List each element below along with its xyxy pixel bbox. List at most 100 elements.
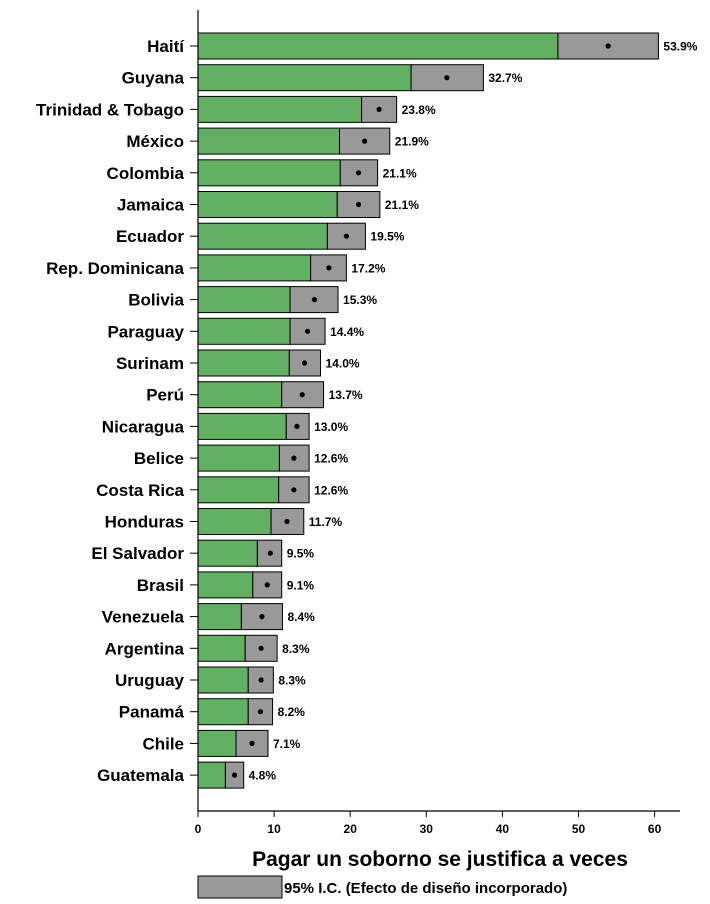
data-label: 32.7%	[488, 71, 522, 85]
data-label: 4.8%	[249, 769, 277, 783]
data-label: 8.3%	[278, 674, 306, 688]
data-label: 17.2%	[351, 261, 385, 275]
data-label: 11.7%	[309, 515, 343, 529]
bar	[197, 64, 412, 92]
category-label: Belice	[134, 449, 184, 468]
bar	[197, 317, 291, 345]
bar	[197, 698, 249, 726]
data-label: 12.6%	[314, 483, 348, 497]
category-label: Uruguay	[115, 671, 185, 690]
data-label: 8.2%	[278, 705, 306, 719]
bar	[197, 412, 287, 440]
bar	[197, 127, 341, 155]
data-label: 21.1%	[385, 198, 419, 212]
category-label: Chile	[142, 734, 184, 753]
category-label: Paraguay	[107, 322, 184, 341]
point-estimate	[301, 360, 308, 366]
legend: 95% I.C. (Efecto de diseño incorporado)	[197, 875, 567, 899]
point-estimate	[231, 772, 238, 778]
bar	[197, 191, 338, 218]
x-tick-label: 40	[496, 822, 510, 836]
point-estimate	[249, 740, 255, 747]
x-axis-title: Pagar un soborno se justifica a veces	[252, 848, 628, 871]
bar	[197, 159, 341, 187]
bar	[197, 444, 280, 472]
point-estimate	[291, 487, 297, 493]
category-label: Nicaragua	[102, 417, 185, 436]
labels-layer: 53.9% Haití 32.7% Guyana 23.8% Trinidad & Tob…	[36, 37, 698, 785]
bar	[197, 571, 254, 599]
bar	[197, 634, 246, 662]
axis-layer: 0 10 20 30 40 50 60	[190, 10, 680, 836]
category-label: Rep. Dominicana	[46, 259, 184, 278]
data-label: 23.8%	[402, 103, 436, 117]
bar	[197, 32, 559, 60]
bar	[197, 254, 312, 282]
category-label: Bolivia	[128, 291, 184, 310]
bar	[197, 95, 363, 123]
ci-box	[278, 444, 310, 472]
point-estimate	[294, 423, 300, 429]
legend-swatch	[197, 875, 283, 899]
ci-box	[289, 286, 339, 314]
bar	[197, 761, 226, 789]
category-label: El Salvador	[91, 544, 184, 563]
data-label: 9.5%	[287, 547, 315, 561]
data-label: 14.0%	[326, 357, 360, 371]
point-estimate	[299, 392, 305, 398]
point-estimate	[355, 201, 362, 208]
x-tick-label: 60	[648, 822, 662, 836]
data-label: 7.1%	[273, 737, 301, 751]
point-estimate	[291, 455, 297, 461]
point-estimate	[326, 265, 332, 271]
data-label: 8.3%	[282, 642, 310, 656]
x-tick-label: 0	[195, 822, 202, 836]
data-label: 13.0%	[314, 420, 348, 434]
bar	[197, 539, 258, 567]
point-estimate	[258, 677, 264, 683]
point-estimate	[259, 614, 265, 620]
data-label: 12.6%	[314, 452, 348, 466]
category-label: Panamá	[119, 703, 185, 722]
category-label: Surinam	[116, 354, 184, 373]
bar	[197, 222, 328, 250]
point-estimate	[284, 518, 290, 525]
bar	[197, 381, 283, 409]
x-tick-label: 30	[420, 822, 434, 836]
bar	[197, 729, 237, 757]
point-estimate	[258, 645, 264, 651]
category-label: Costa Rica	[96, 481, 184, 500]
data-label: 53.9%	[663, 40, 697, 54]
data-label: 21.9%	[395, 135, 429, 149]
category-label: Guyana	[122, 69, 185, 88]
bar	[197, 476, 280, 504]
category-label: Argentina	[105, 639, 185, 658]
point-estimate	[257, 709, 264, 715]
category-label: Venezuela	[102, 608, 185, 627]
category-label: Honduras	[105, 513, 184, 532]
bar	[197, 603, 242, 631]
data-label: 19.5%	[370, 230, 404, 244]
category-label: Perú	[146, 386, 184, 405]
point-estimate	[267, 550, 273, 556]
data-label: 13.7%	[329, 388, 363, 402]
data-label: 9.1%	[287, 578, 315, 592]
point-estimate	[605, 43, 611, 49]
category-label: Guatemala	[97, 766, 184, 785]
category-label: Trinidad & Tobago	[36, 100, 184, 119]
bar	[197, 349, 290, 377]
bar	[197, 666, 249, 694]
category-label: México	[126, 132, 184, 151]
bar	[197, 286, 291, 314]
bar	[197, 508, 272, 535]
point-estimate	[362, 138, 368, 144]
point-estimate	[444, 75, 450, 81]
point-estimate	[264, 582, 270, 588]
point-estimate	[343, 233, 349, 239]
x-tick-label: 20	[344, 822, 358, 836]
point-estimate	[376, 106, 382, 112]
point-estimate	[304, 328, 311, 334]
data-label: 15.3%	[343, 293, 377, 307]
